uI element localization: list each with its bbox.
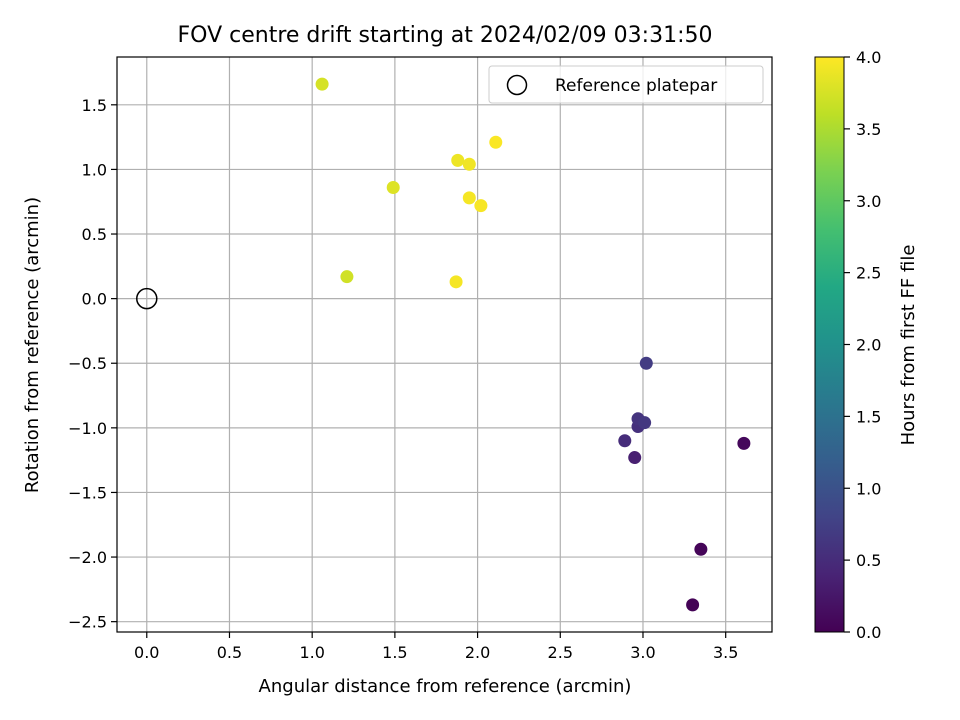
colorbar-tick-label: 3.0 xyxy=(856,192,881,211)
x-tick-label: 2.0 xyxy=(465,643,490,662)
data-point xyxy=(686,598,700,612)
colorbar-tick-label: 2.0 xyxy=(856,336,881,355)
y-tick-label: 0.5 xyxy=(82,225,107,244)
x-tick-label: 0.5 xyxy=(217,643,242,662)
data-point xyxy=(462,157,476,171)
plot-frame xyxy=(116,56,773,633)
colorbar-tick-label: 1.5 xyxy=(856,407,881,426)
chart-title: FOV centre drift starting at 2024/02/09 … xyxy=(178,23,713,48)
colorbar-tick-label: 2.5 xyxy=(856,264,881,283)
colorbar: 0.0 0.5 1.0 1.5 2.0 2.5 3.0 3.5 4.0 Hours from f… xyxy=(814,48,919,642)
y-tick-label: −2.5 xyxy=(68,613,107,632)
legend-label: Reference platepar xyxy=(555,76,717,96)
x-axis-ticks: 0.0 0.5 1.0 1.5 2.0 2.5 3.0 3.5 xyxy=(134,632,738,662)
x-tick-label: 0.0 xyxy=(134,643,159,662)
colorbar-label: Hours from first FF file xyxy=(898,245,919,446)
data-point xyxy=(737,436,751,450)
data-point xyxy=(474,199,488,213)
reference-marker xyxy=(136,287,158,310)
x-axis-label: Angular distance from reference (arcmin) xyxy=(259,676,632,697)
y-axis-ticks: 1.5 1.0 0.5 0.0 −0.5 −1.0 −1.5 −2.0 −2.5 xyxy=(68,96,117,632)
y-tick-label: −2.0 xyxy=(68,548,107,567)
y-tick-label: −0.5 xyxy=(68,354,107,373)
y-tick-label: 0.0 xyxy=(82,290,107,309)
colorbar-tick-label: 0.5 xyxy=(856,551,881,570)
legend: Reference platepar xyxy=(488,65,764,104)
data-point xyxy=(340,270,354,284)
x-tick-label: 3.5 xyxy=(713,643,738,662)
data-point xyxy=(451,153,465,167)
data-point xyxy=(638,416,652,430)
reference-layer xyxy=(136,287,158,310)
legend-reference-marker xyxy=(506,74,528,96)
data-point xyxy=(315,77,329,91)
y-tick-label: 1.0 xyxy=(82,160,107,179)
x-tick-label: 1.0 xyxy=(299,643,324,662)
grid xyxy=(117,57,772,632)
colorbar-gradient xyxy=(814,56,845,633)
x-tick-label: 3.0 xyxy=(630,643,655,662)
colorbar-tick-label: 3.5 xyxy=(856,120,881,139)
data-point xyxy=(386,181,400,195)
x-tick-label: 2.5 xyxy=(548,643,573,662)
data-points xyxy=(315,77,751,612)
legend-box xyxy=(488,65,764,104)
colorbar-tick-label: 1.0 xyxy=(856,479,881,498)
data-point xyxy=(462,191,476,205)
y-axis-label: Rotation from reference (arcmin) xyxy=(22,197,43,493)
data-point xyxy=(639,356,653,370)
data-point xyxy=(489,135,503,149)
data-point xyxy=(449,275,463,289)
colorbar-tick-label: 0.0 xyxy=(856,623,881,642)
y-tick-label: −1.0 xyxy=(68,419,107,438)
x-tick-label: 1.5 xyxy=(382,643,407,662)
colorbar-tick-label: 4.0 xyxy=(856,48,881,67)
y-tick-label: 1.5 xyxy=(82,96,107,115)
data-point xyxy=(628,451,642,465)
colorbar-ticks: 0.0 0.5 1.0 1.5 2.0 2.5 3.0 3.5 4.0 xyxy=(844,48,881,642)
data-point xyxy=(618,434,632,448)
y-tick-label: −1.5 xyxy=(68,483,107,502)
data-point xyxy=(694,542,708,556)
